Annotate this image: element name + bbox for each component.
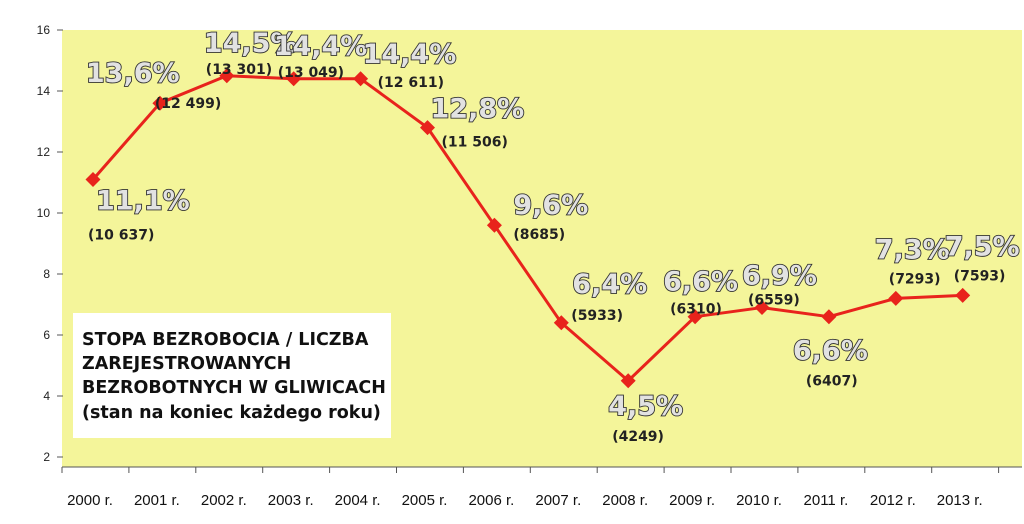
data-point-marker [687,309,703,325]
y-tick-label: 6 [43,328,50,342]
data-point-marker [85,171,101,187]
rate-data-label: 14,4% [274,31,368,62]
count-data-label: (13 301) [206,62,272,78]
count-data-label: (6559) [748,293,800,309]
data-point-marker [553,315,569,331]
x-axis: 2000 r. 2001 r. 2002 r. 2003 r. 2004 r. 2005 … [61,466,1022,509]
count-data-label: (13 049) [278,65,344,81]
x-tick-label: 2012 r. [870,492,916,509]
annotation-box [73,313,391,438]
x-tick-label: 2013 r. [937,492,983,509]
data-point-marker [620,373,636,389]
rate-data-label: 11,1% [96,185,190,216]
y-tick-label: 14 [37,84,51,98]
rate-data-label: 7,3% [875,234,950,265]
annotation-line-1: STOPA BEZROBOCIA / LICZBA [82,330,369,350]
x-tick-label: 2004 r. [335,492,381,509]
count-data-label: (10 637) [88,227,154,243]
data-point-marker [821,309,837,325]
rate-data-label: 9,6% [513,190,588,221]
y-axis: 2 4 6 8 10 12 14 16 [37,23,63,464]
count-data-label: (4249) [612,429,664,445]
x-tick-label: 2001 r. [134,492,180,509]
data-point-marker [353,71,369,87]
y-tick-label: 4 [43,389,50,403]
rate-data-label: 14,4% [363,39,457,70]
annotation-line-4: (stan na koniec każdego roku) [82,403,381,423]
x-tick-label: 2005 r. [402,492,448,509]
count-data-label: (8685) [513,227,565,243]
data-point-marker [152,95,168,111]
data-markers [85,68,971,389]
x-tick-label: 2002 r. [201,492,247,509]
x-tick-label: 2011 r. [804,492,849,509]
y-tick-label: 16 [37,23,51,37]
count-data-label: (7593) [954,268,1006,284]
x-tick-label: 2009 r. [669,492,715,509]
count-data-label: (12 611) [378,75,444,91]
rate-data-label: 6,6% [793,336,868,367]
data-labels: 11,1%(10 637)13,6%(12 499)14,5%(13 301)1… [85,27,1020,445]
count-data-label: (11 506) [442,135,508,151]
rate-data-label: 6,4% [572,269,647,300]
rate-data-label: 12,8% [431,94,525,125]
data-point-marker [754,300,770,316]
x-tick-label: 2003 r. [268,492,314,509]
rate-data-label: 7,5% [945,231,1020,262]
y-tick-label: 2 [43,450,50,464]
rate-data-label: 14,5% [204,28,298,59]
chart-annotation: STOPA BEZROBOCIA / LICZBA ZAREJESTROWANY… [73,313,391,438]
x-tick-label: 2006 r. [468,492,514,509]
annotation-line-3: BEZROBOTNYCH W GLIWICACH [82,378,386,398]
count-data-label: (6310) [670,302,722,318]
y-tick-label: 8 [43,267,50,281]
rate-data-label: 6,9% [742,261,817,292]
annotation-line-2: ZAREJESTROWANYCH [82,354,291,374]
rate-data-label: 4,5% [608,391,683,422]
data-point-marker [486,217,502,233]
count-data-label: (7293) [889,271,941,287]
count-data-label: (5933) [571,308,623,324]
x-tick-label: 2008 r. [602,492,648,509]
x-tick-label: 2010 r. [736,492,782,509]
data-point-marker [286,71,302,87]
data-point-marker [888,290,904,306]
series-line [91,74,963,383]
count-data-label: (12 499) [155,96,221,112]
data-point-marker [955,287,971,303]
data-point-marker [219,68,235,84]
y-tick-label: 10 [37,206,51,220]
count-data-label: (6407) [806,374,858,390]
rate-data-label: 13,6% [86,58,180,89]
x-tick-label: 2007 r. [535,492,581,509]
rate-data-label: 6,6% [663,267,738,298]
x-tick-label: 2000 r. [67,492,113,509]
y-tick-label: 12 [37,145,51,159]
data-point-marker [420,120,435,136]
